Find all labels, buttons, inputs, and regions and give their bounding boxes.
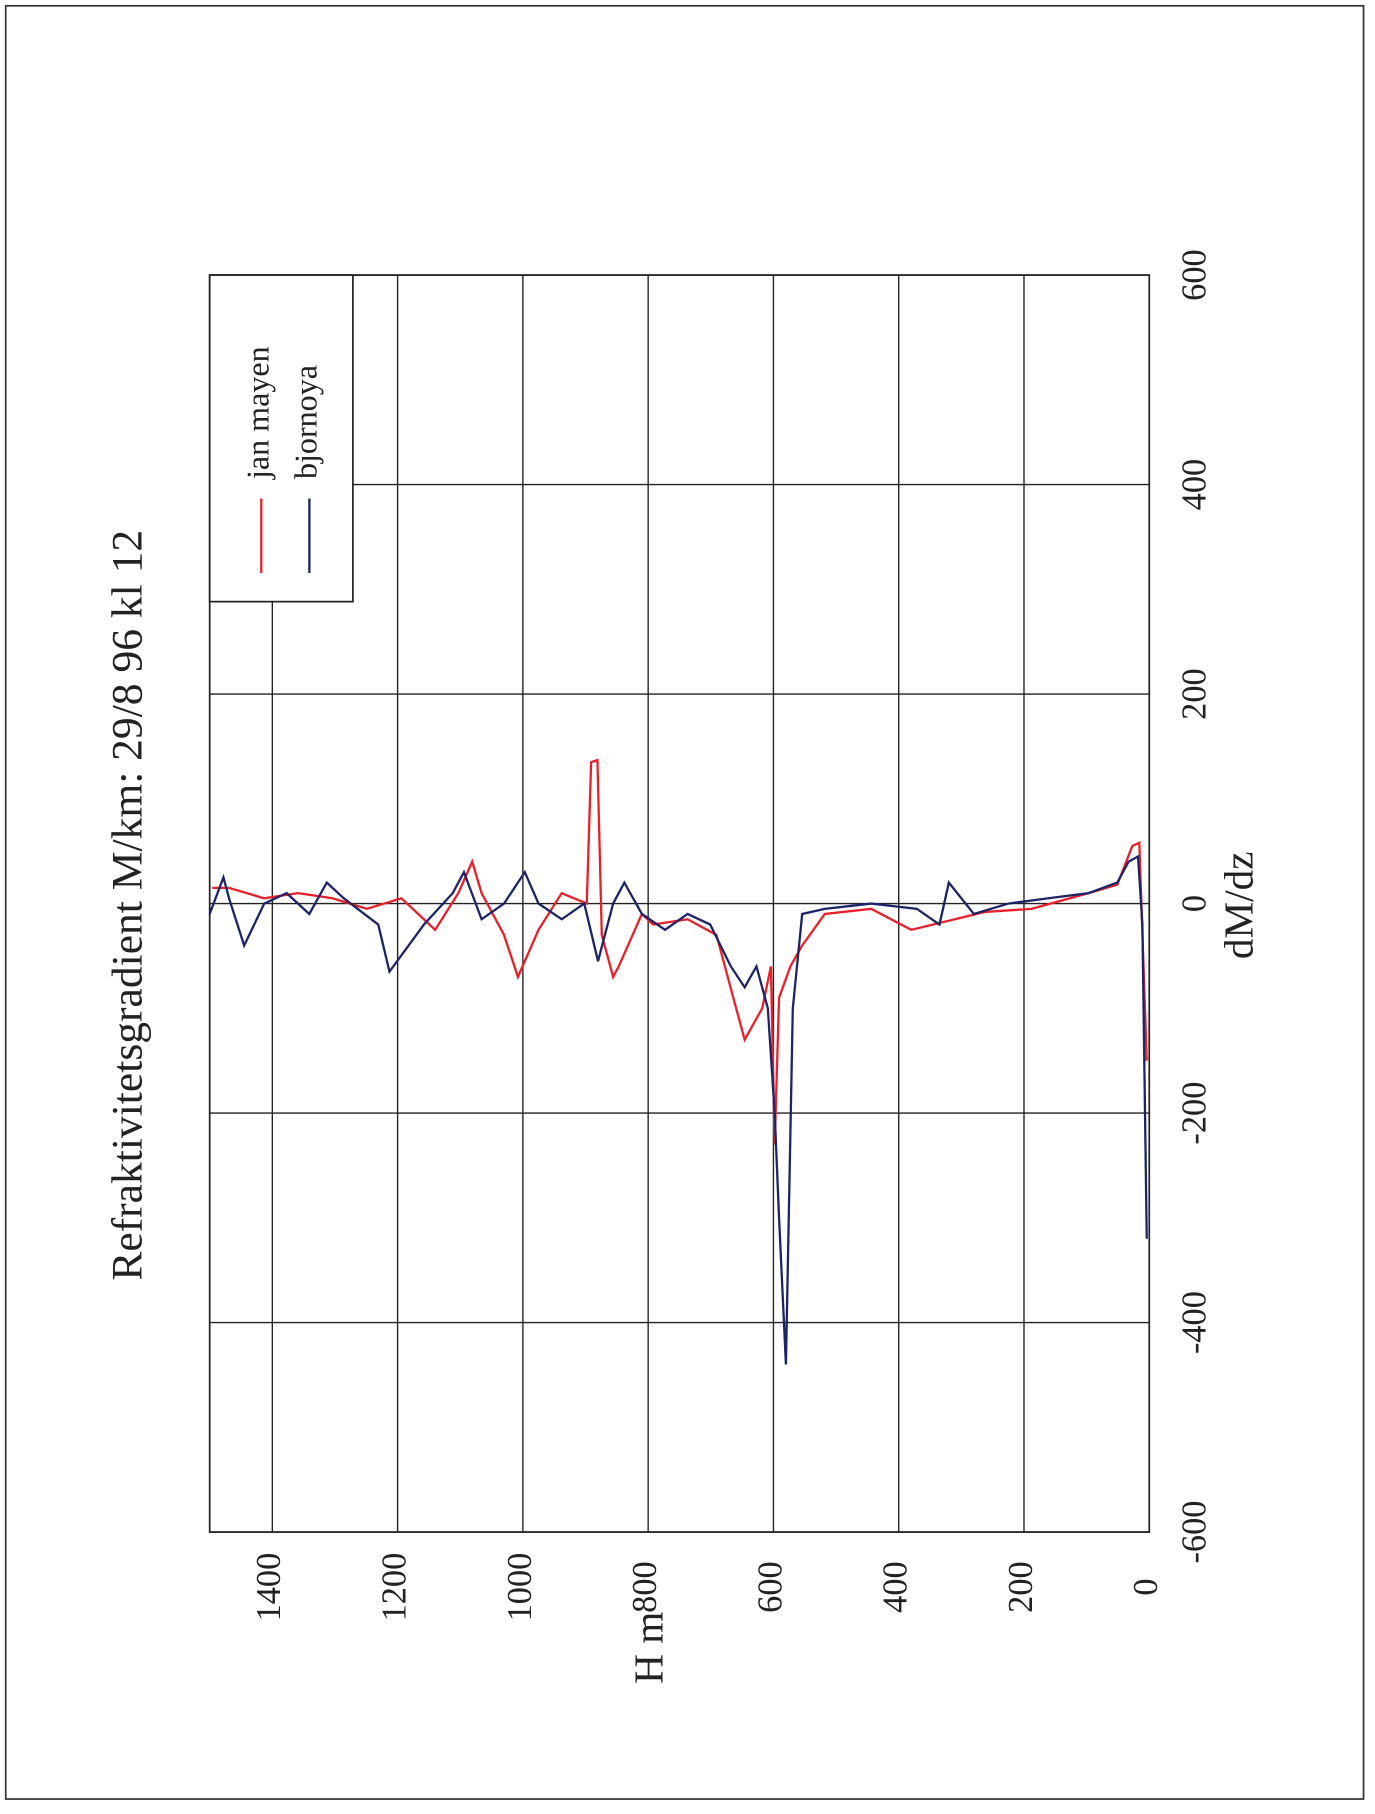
x-tick-label: 200 (1002, 1561, 1040, 1613)
x-tick-label: 800 (626, 1561, 664, 1613)
x-tick-label: 1000 (501, 1553, 539, 1622)
y-tick-label: 600 (1175, 249, 1213, 301)
y-axis-title: dM/dz (1216, 851, 1262, 959)
chart-title: Refraktivitetsgradient M/km: 29/8 96 kl … (104, 530, 152, 1281)
data-line (208, 854, 1148, 1365)
page-border (4, 4, 1365, 1800)
x-tick-label: 600 (751, 1561, 789, 1613)
y-tick-label: -600 (1175, 1501, 1213, 1564)
legend-label: jan mayen (240, 346, 276, 480)
y-tick-label: 0 (1175, 895, 1213, 912)
y-tick-label: 200 (1175, 668, 1213, 720)
y-tick-label: -200 (1175, 1082, 1213, 1145)
y-tick-label: 400 (1175, 459, 1213, 511)
x-axis-title: H m (626, 1612, 672, 1684)
legend-box (208, 274, 354, 603)
y-tick-label: -400 (1175, 1291, 1213, 1354)
x-tick-label: 0 (1127, 1578, 1165, 1595)
legend-label: bjornoya (288, 365, 324, 479)
x-tick-label: 1200 (375, 1553, 413, 1622)
x-tick-label: 400 (877, 1561, 915, 1613)
data-line (212, 758, 1148, 1145)
x-tick-label: 1400 (250, 1553, 288, 1622)
